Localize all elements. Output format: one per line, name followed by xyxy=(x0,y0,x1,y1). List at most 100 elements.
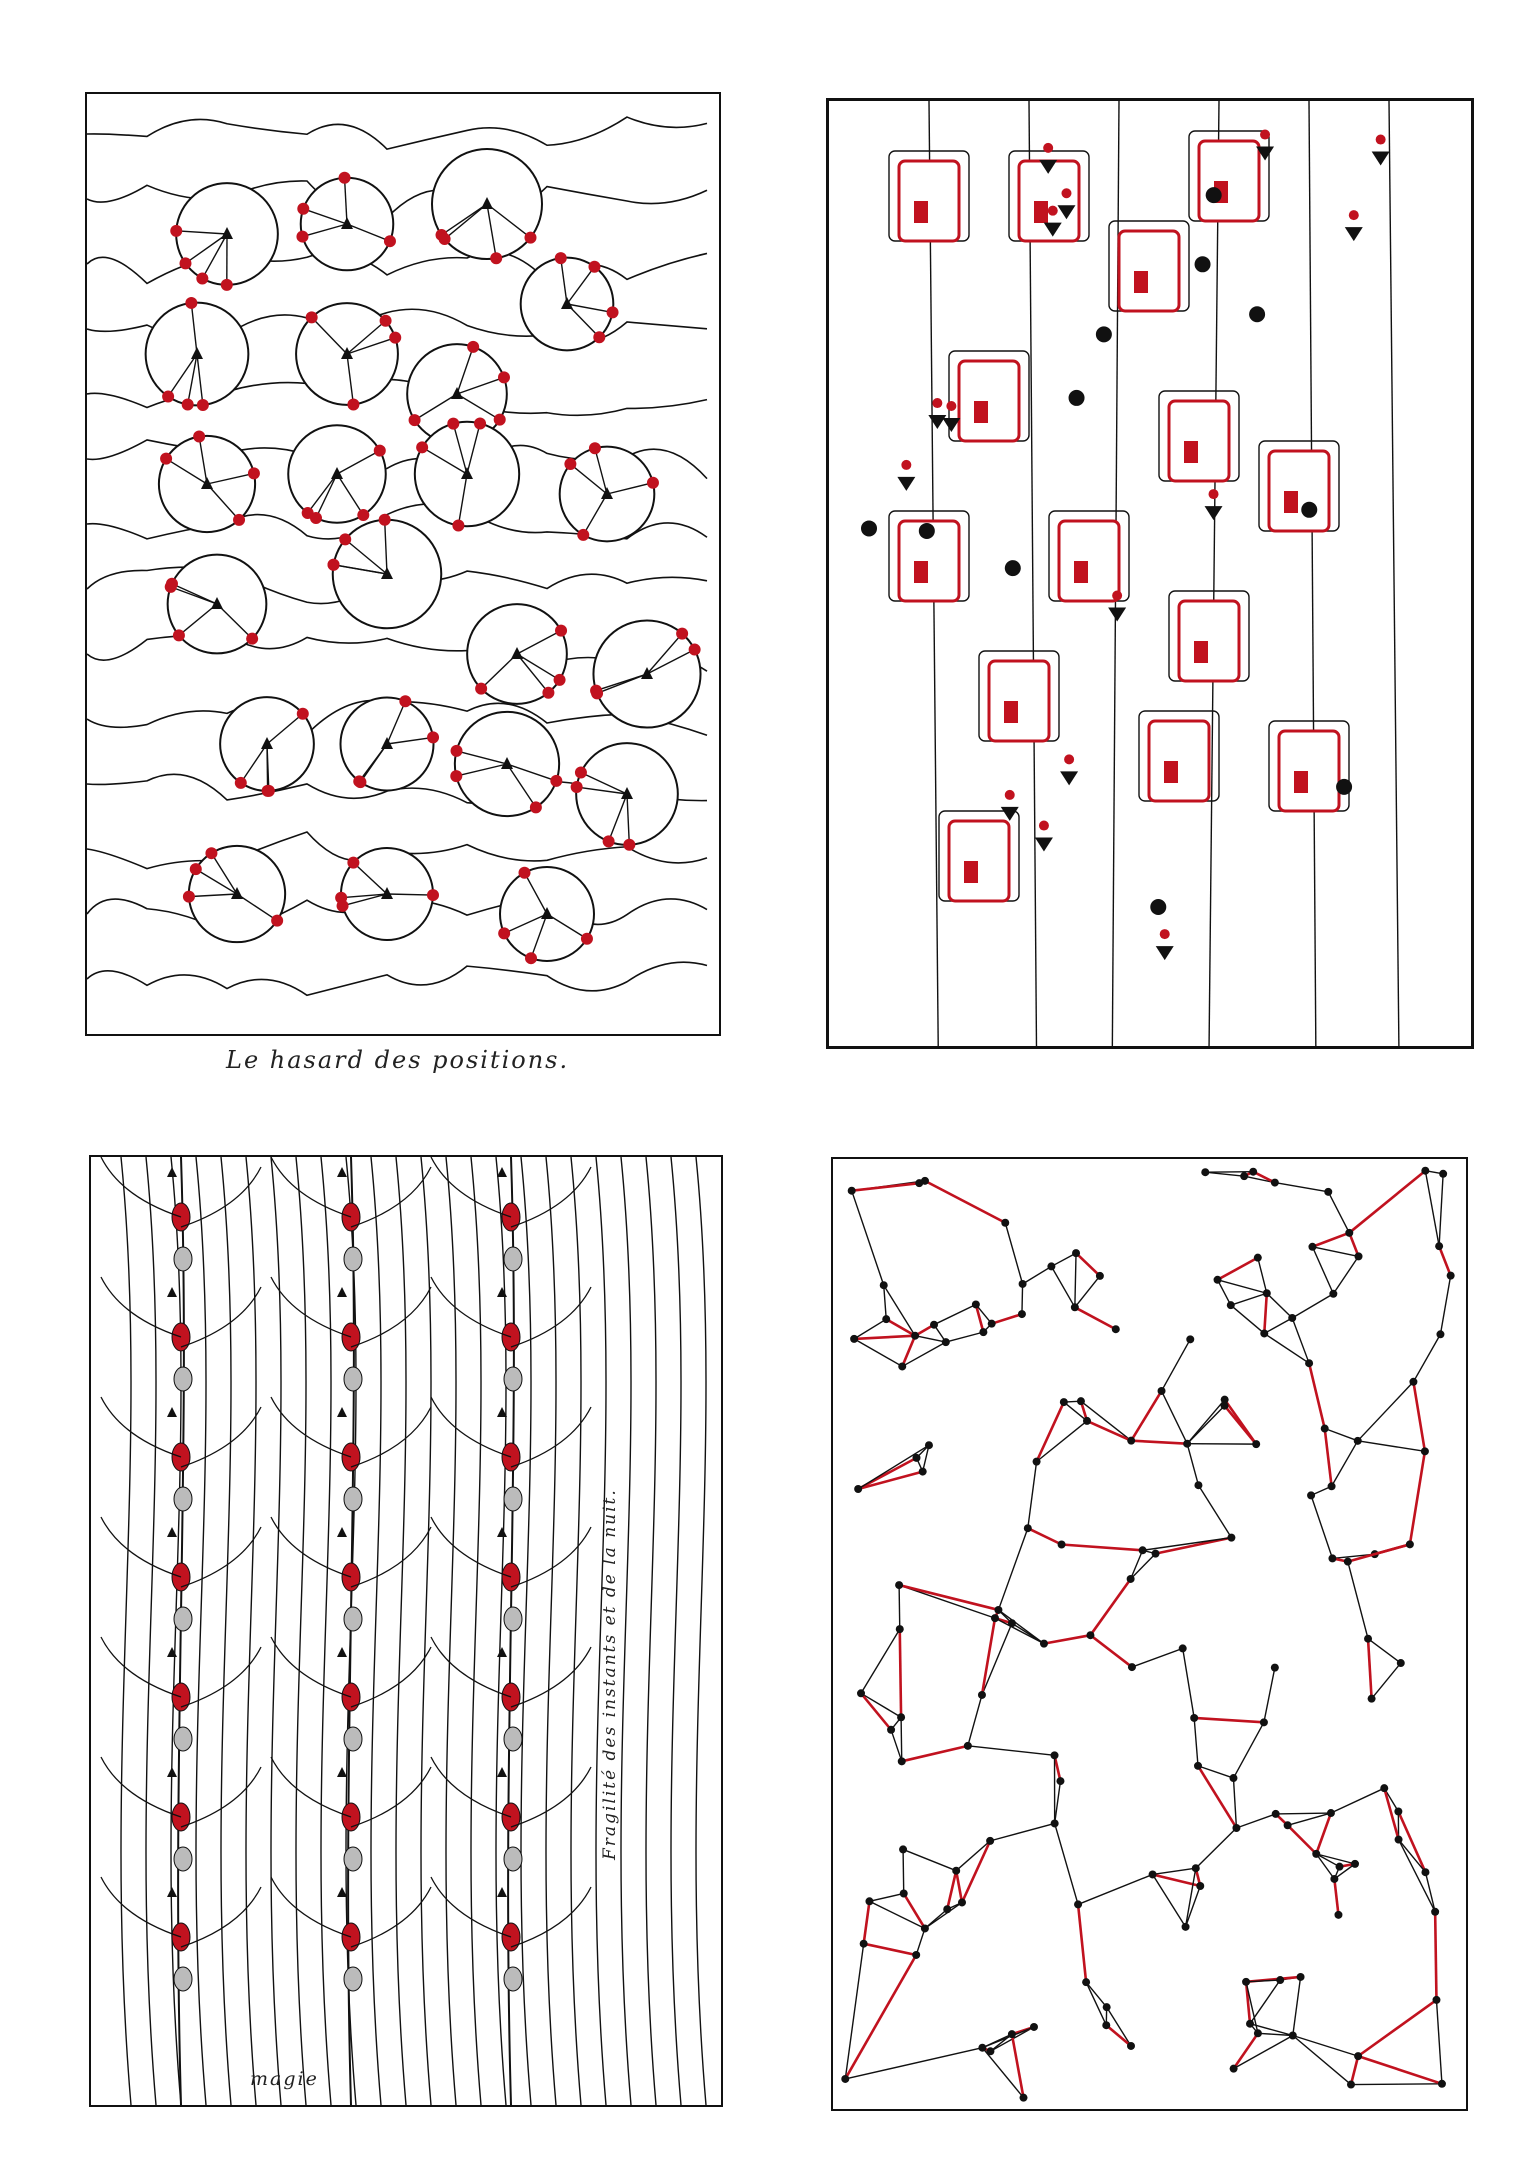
crack-line xyxy=(883,1285,887,1320)
red-dot xyxy=(162,390,175,403)
wire-line xyxy=(1028,101,1038,1046)
leaf-line xyxy=(180,1406,262,1468)
node-dot xyxy=(1126,1574,1135,1583)
crack-line xyxy=(1022,1265,1052,1285)
black-triangle xyxy=(337,1407,347,1417)
crack-line xyxy=(924,1179,1006,1224)
crack-line xyxy=(883,1284,916,1337)
crack-line xyxy=(1315,1853,1335,1880)
wire-line xyxy=(1388,101,1400,1046)
petal-line xyxy=(346,223,391,242)
petal-line xyxy=(456,393,501,421)
black-triangle xyxy=(897,476,916,491)
petal-line xyxy=(206,472,255,485)
black-triangle xyxy=(1204,506,1223,521)
red-block xyxy=(974,401,988,423)
leaf-line xyxy=(510,1166,592,1228)
black-bead xyxy=(1095,326,1112,343)
crack-line xyxy=(1371,1662,1402,1700)
red-dot xyxy=(271,914,284,927)
red-dot xyxy=(339,533,352,546)
red-dot xyxy=(172,629,185,642)
node-dot xyxy=(1324,1187,1333,1196)
crack-line xyxy=(860,1628,901,1694)
crack-line xyxy=(1348,1232,1360,1257)
crack-line xyxy=(1366,1638,1373,1699)
node-dot xyxy=(897,1757,906,1766)
stem-line xyxy=(520,1157,532,2105)
crack-line xyxy=(982,2033,1013,2049)
red-dot xyxy=(1043,142,1054,153)
red-dot xyxy=(1004,789,1015,800)
crack-line xyxy=(1286,1824,1318,1855)
red-dot xyxy=(688,643,701,656)
crack-line xyxy=(1076,1904,1088,1983)
crack-line xyxy=(1217,1279,1267,1294)
crack-line xyxy=(1155,1536,1232,1555)
leaf-line xyxy=(180,1886,262,1948)
red-block xyxy=(1004,701,1018,723)
node-dot xyxy=(1201,1168,1210,1177)
red-dot xyxy=(1208,489,1219,500)
red-dot xyxy=(1061,188,1072,199)
red-dot xyxy=(338,171,351,184)
node-dot xyxy=(1186,1335,1195,1344)
panel-stems xyxy=(89,1155,723,2107)
petal-line xyxy=(346,353,355,405)
red-box xyxy=(1147,719,1211,803)
red-dot xyxy=(373,444,386,457)
node-dot xyxy=(1246,2019,1255,2028)
node-dot xyxy=(1227,1533,1236,1542)
crack-line xyxy=(1266,1292,1293,1319)
wire-line xyxy=(1308,101,1317,1046)
crack-line xyxy=(1323,1428,1333,1487)
crack-line xyxy=(967,1694,983,1747)
petal-line xyxy=(506,763,557,782)
petal-line xyxy=(441,203,488,236)
petal-line xyxy=(201,233,228,279)
petal-line xyxy=(210,852,238,895)
crack-line xyxy=(991,1312,1023,1325)
node-dot xyxy=(1420,1447,1429,1456)
red-dot xyxy=(593,331,606,344)
stem-line xyxy=(420,1157,432,2105)
black-bead xyxy=(1194,256,1211,273)
crack-line xyxy=(1186,1405,1226,1445)
node-dot xyxy=(1262,1289,1271,1298)
crack-line xyxy=(1312,1246,1359,1258)
grey-bud xyxy=(343,1486,363,1512)
red-dot xyxy=(336,899,349,912)
grey-bud xyxy=(503,1846,523,1872)
crack-line xyxy=(975,1304,993,1325)
crack-line xyxy=(844,1954,918,2080)
node-dot xyxy=(1329,1289,1338,1298)
crack-line xyxy=(1130,1553,1157,1580)
node-dot xyxy=(847,1186,856,1195)
black-triangle xyxy=(1256,146,1275,161)
node-dot xyxy=(1074,1900,1083,1909)
crack-line xyxy=(967,1745,1055,1757)
crack-line xyxy=(915,1928,926,1956)
node-dot xyxy=(1138,1546,1147,1555)
petal-line xyxy=(646,633,683,675)
node-dot xyxy=(1102,2021,1111,2030)
grey-bud xyxy=(173,1726,193,1752)
crack-line xyxy=(1236,1813,1276,1829)
crack-line xyxy=(955,1840,991,1872)
leaf-line xyxy=(350,1766,432,1828)
black-triangle xyxy=(167,1287,177,1297)
node-dot xyxy=(1019,2093,1028,2102)
crack-line xyxy=(1357,2054,1443,2086)
crack-line xyxy=(1412,1333,1442,1383)
grey-bud xyxy=(343,1966,363,1992)
red-dot xyxy=(262,784,275,797)
stem-line xyxy=(270,1157,282,2105)
red-dot xyxy=(555,624,568,637)
crack-line xyxy=(1131,1439,1188,1446)
crack-line xyxy=(1252,1170,1276,1184)
grey-bud xyxy=(173,1246,193,1272)
node-dot xyxy=(1086,1631,1095,1640)
crack-line xyxy=(851,1181,920,1192)
black-bead xyxy=(1150,899,1167,916)
wire-line xyxy=(1208,101,1220,1046)
